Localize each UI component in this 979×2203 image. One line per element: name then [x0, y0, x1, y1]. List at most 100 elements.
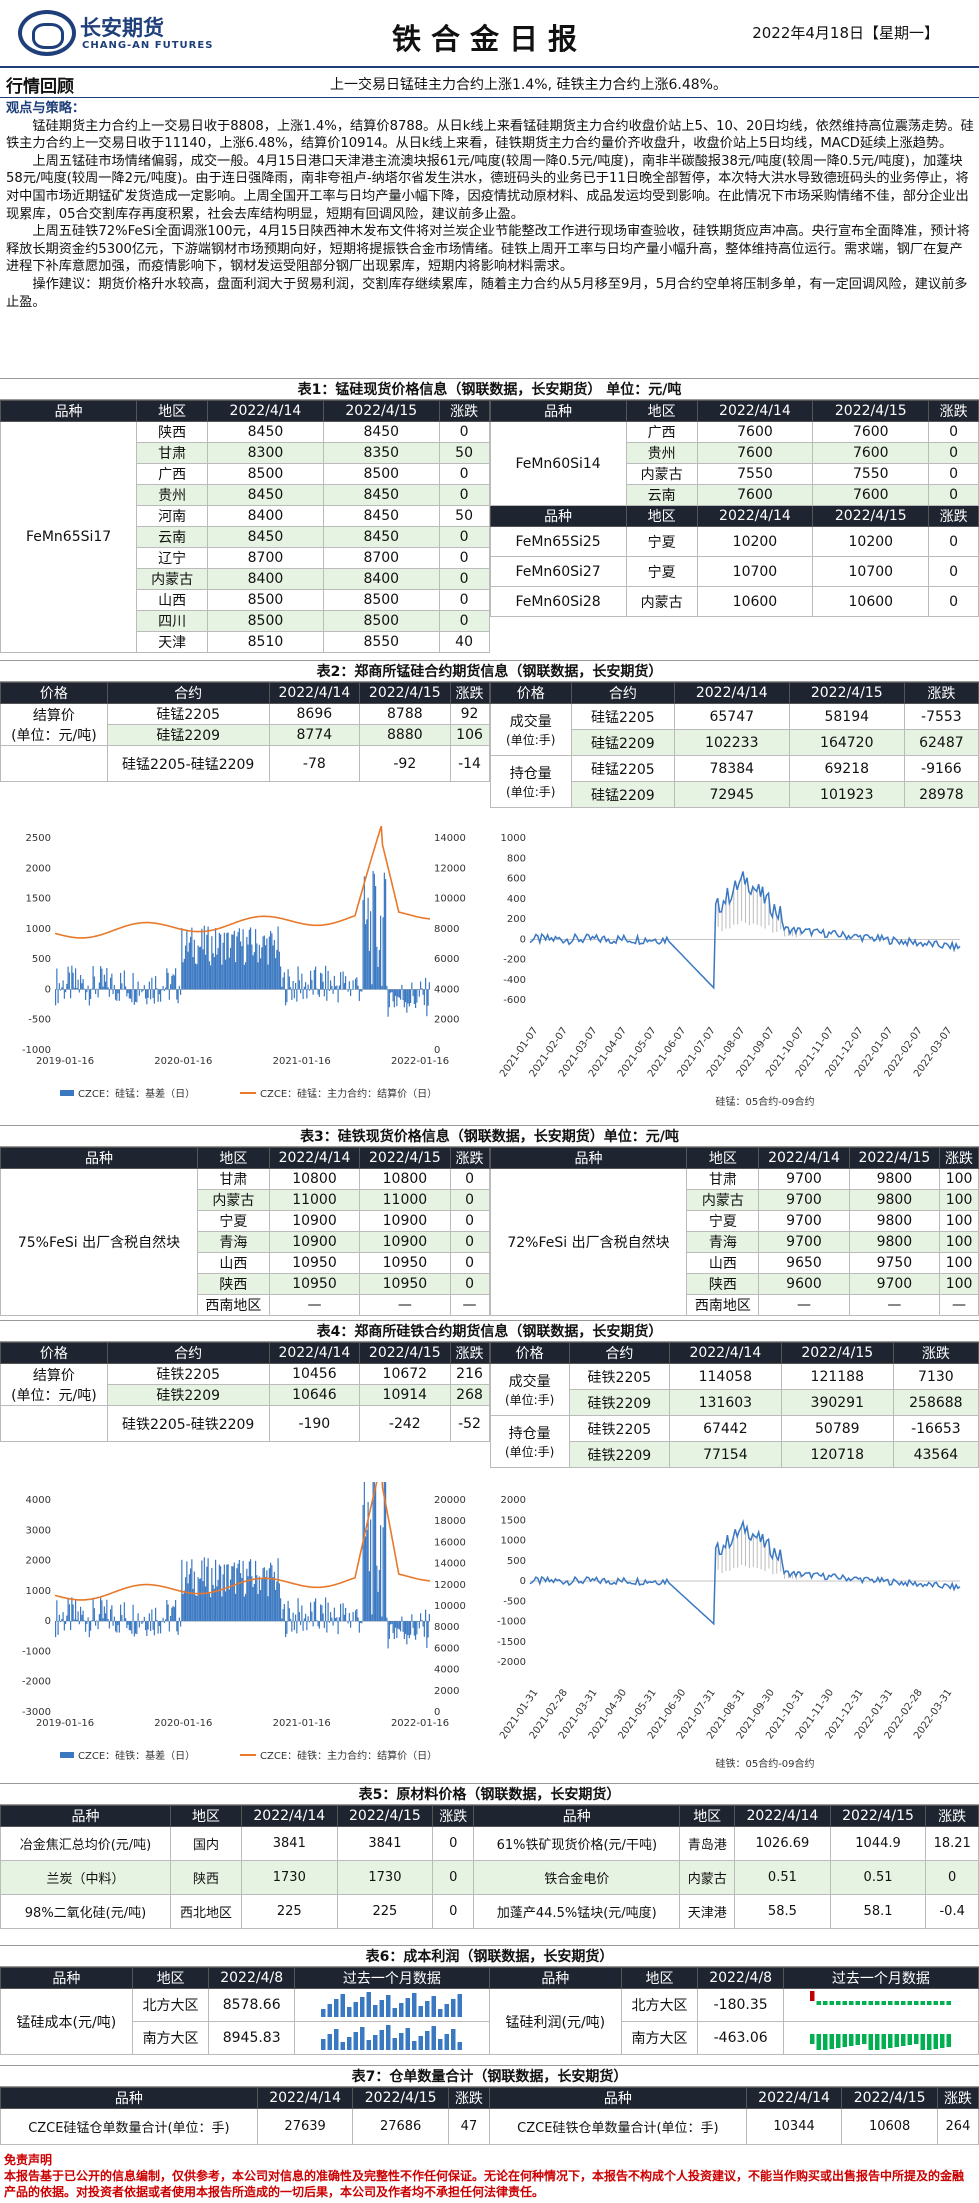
basis-bar: [195, 1595, 197, 1622]
basis-bar: [345, 1607, 347, 1622]
spread-bar: [776, 914, 778, 932]
table-cell: 冶金焦汇总均价(元/吨): [0, 1826, 171, 1861]
basis-bar: [236, 1568, 238, 1622]
basis-bar: [301, 973, 303, 990]
basis-bar: [147, 1621, 149, 1630]
table-cell: 61%铁矿现货价格(元/干吨): [473, 1826, 681, 1861]
basis-bar: [148, 981, 150, 990]
column-header: 品种: [0, 1147, 198, 1169]
y-tick-label: 2000: [26, 863, 51, 874]
basis-bar: [196, 1595, 198, 1622]
basis-bar: [83, 1620, 85, 1622]
basis-bar: [173, 975, 175, 990]
basis-bar: [132, 972, 134, 990]
table-cell: 9650: [758, 1252, 850, 1274]
basis-bar: [285, 989, 287, 1006]
basis-bar: [196, 964, 198, 990]
basis-bar: [145, 1621, 147, 1631]
basis-bar: [288, 1608, 290, 1622]
basis-bar: [102, 1618, 104, 1622]
basis-bar: [303, 1618, 305, 1622]
table-row: 天津 8510 8550 40: [1, 631, 490, 653]
table-cell: 10914: [359, 1384, 451, 1406]
column-header: 涨跌: [892, 1342, 979, 1364]
table-row: 持仓量 (单位:手) 硅锰2205 78384 69218 -9166: [489, 755, 979, 808]
basis-bar: [241, 946, 243, 990]
metric-label: 持仓量 (单位:手): [489, 755, 572, 808]
basis-bar: [292, 981, 294, 990]
table-cell: 8400: [322, 568, 440, 590]
y2-tick-label: 10000: [434, 894, 466, 905]
table4: 表4：郑商所硅铁合约期货信息（钢联数据，长安期货） 价格 合约 2022/4/14 2…: [0, 1320, 979, 1468]
basis-bar: [363, 876, 365, 990]
table3-left: 品种 地区 2022/4/14 2022/4/15 涨跌 75%FeSi 出厂含税自然块甘…: [0, 1147, 490, 1316]
table-cell: 西北地区: [170, 1894, 242, 1929]
basis-bar: [62, 1612, 64, 1622]
table-cell: 西南地区: [686, 1294, 760, 1316]
column-header: 涨跌: [447, 2087, 490, 2109]
basis-bar: [176, 989, 178, 1000]
basis-bar: [90, 1621, 92, 1631]
basis-bar: [286, 1621, 288, 1634]
basis-bar: [118, 989, 120, 1001]
table-cell: 陕西: [686, 1273, 760, 1295]
basis-bar: [138, 1621, 140, 1628]
basis-bar: [347, 989, 349, 992]
basis-bar: [373, 873, 375, 990]
basis-bar: [120, 1604, 122, 1622]
table-cell: —: [758, 1294, 850, 1316]
table-cell: 8300: [207, 442, 324, 464]
basis-bar: [357, 985, 359, 990]
basis-bar: [88, 989, 90, 1006]
basis-bar: [252, 955, 254, 990]
table-cell: 硅锰2205: [106, 703, 270, 725]
basis-bar: [163, 989, 165, 992]
company-logo-icon: [18, 10, 76, 56]
table-cell: 10608: [841, 2108, 938, 2145]
y-tick-label: -400: [503, 975, 526, 986]
basis-bar: [215, 928, 217, 990]
basis-bar: [332, 989, 334, 994]
table-cell: 陕西: [170, 1860, 242, 1895]
basis-bar: [200, 1578, 202, 1622]
basis-bar: [178, 1617, 180, 1622]
basis-bar: [306, 989, 308, 999]
table4-title: 表4：郑商所硅铁合约期货信息（钢联数据，长安期货）: [0, 1320, 979, 1342]
y2-tick-label: 16000: [434, 1537, 466, 1548]
basis-bar: [107, 1619, 109, 1622]
basis-bar: [391, 989, 393, 993]
basis-bar: [165, 1619, 167, 1622]
basis-bar: [96, 1620, 98, 1622]
basis-bar: [82, 1610, 84, 1622]
column-header: 涨跌: [925, 1805, 979, 1827]
table-cell: 121188: [780, 1363, 894, 1390]
basis-bar: [397, 1621, 399, 1629]
basis-bar: [161, 1621, 163, 1623]
column-header: 2022/4/15: [359, 1147, 451, 1169]
y2-tick-label: 14000: [434, 833, 466, 844]
table-cell: 258688: [892, 1389, 979, 1416]
table-cell: 8578.66: [208, 1988, 295, 2022]
table-row: 山西 9650 9750 100: [490, 1252, 979, 1274]
basis-bar: [77, 1611, 79, 1622]
table-cell: -52: [449, 1405, 490, 1442]
table4-right: 价格 合约 2022/4/14 2022/4/15 涨跌 成交量 (单位:手) 硅铁2205 1…: [489, 1342, 979, 1468]
basis-bar: [307, 984, 309, 990]
basis-bar: [106, 968, 108, 990]
basis-bar: [162, 1617, 164, 1622]
table-cell: 硅锰2205: [570, 755, 675, 782]
basis-bar: [177, 1621, 179, 1635]
table1-left: 品种 地区 2022/4/14 2022/4/15 涨跌 FeMn65Si17 陕西 8450…: [0, 400, 490, 653]
basis-bar: [418, 989, 420, 997]
chart-caption: 硅锰：05合约-09合约: [715, 1095, 814, 1108]
basis-bar: [103, 1606, 105, 1622]
basis-bar: [191, 1559, 193, 1622]
basis-bar: [113, 1616, 115, 1622]
basis-bar: [135, 1621, 137, 1634]
table-row: 内蒙古 11000 11000 0: [1, 1189, 490, 1211]
y-tick-label: -1000: [22, 1646, 51, 1657]
basis-bar: [368, 950, 370, 990]
x-tick-label: 2019-01-16: [36, 1056, 94, 1067]
basis-bar: [281, 986, 283, 990]
basis-bar: [420, 981, 422, 990]
